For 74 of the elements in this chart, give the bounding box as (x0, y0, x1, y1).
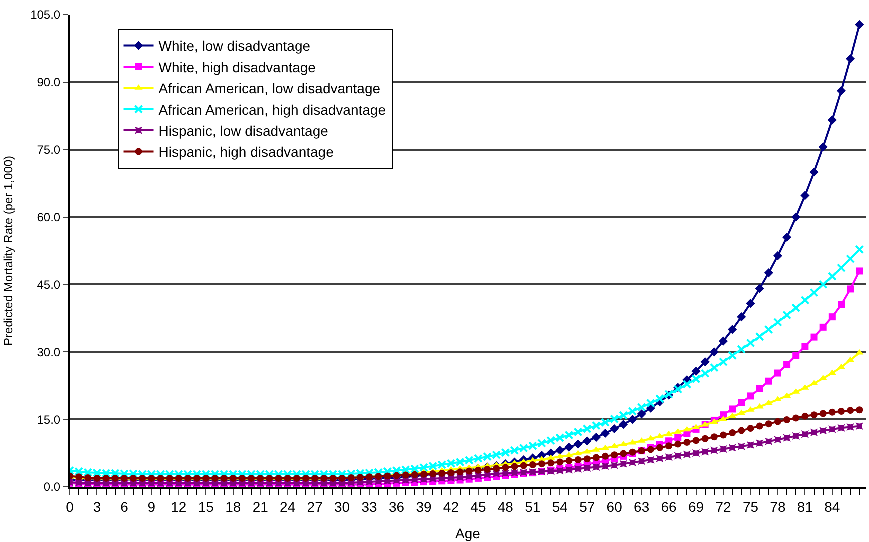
y-tick-label: 45.0 (37, 278, 61, 292)
x-tick-label: 39 (416, 498, 432, 515)
point (818, 142, 828, 152)
point (718, 336, 728, 346)
x-tick-label: 81 (797, 498, 814, 515)
x-tick-label: 36 (388, 498, 405, 515)
y-tick-label: 15.0 (37, 412, 61, 427)
point (846, 54, 856, 64)
y-tick-label: 90.0 (37, 76, 61, 90)
point (810, 168, 819, 177)
x-tick-label: 84 (824, 498, 840, 515)
y-tick-label: 75.0 (37, 143, 61, 158)
point (855, 20, 864, 30)
point (737, 312, 746, 322)
point (600, 428, 610, 438)
x-tick-label: 27 (307, 498, 324, 515)
point (582, 436, 592, 446)
x-tick-label: 69 (688, 498, 704, 515)
point (564, 442, 574, 452)
x-tick-label: 54 (552, 498, 568, 515)
point (619, 420, 628, 430)
x-tick-label: 78 (770, 498, 786, 515)
x-tick-label: 60 (606, 498, 623, 515)
point (637, 410, 646, 419)
point (836, 86, 846, 96)
y-tick-label: 105.0 (30, 8, 61, 22)
point (574, 440, 583, 449)
x-tick-label: 6 (120, 498, 129, 515)
point (692, 366, 701, 376)
x-tick-label: 42 (443, 498, 460, 515)
point (755, 284, 764, 294)
y-tick-label: 0.0 (44, 480, 61, 494)
x-tick-label: 45 (470, 498, 486, 515)
x-tick-label: 30 (334, 498, 350, 515)
point (800, 191, 810, 200)
x-tick-label: 51 (525, 498, 541, 515)
x-tick-label: 63 (634, 498, 650, 515)
x-tick-label: 18 (226, 498, 242, 515)
point (828, 116, 837, 125)
legend-label: African American, high disadvantage (158, 102, 386, 118)
legend-label: Hispanic, high disadvantage (158, 144, 334, 160)
x-tick-label: 48 (498, 498, 514, 515)
legend-label: White, high disadvantage (158, 59, 316, 76)
y-tick-label: 60.0 (37, 210, 61, 224)
x-tick-label: 15 (198, 498, 214, 515)
legend-label: African American, low disadvantage (158, 80, 381, 97)
point (710, 348, 719, 357)
point (764, 268, 774, 278)
x-tick-label: 75 (742, 498, 759, 515)
x-tick-label: 24 (280, 498, 296, 515)
x-tick-label: 72 (716, 498, 732, 515)
y-tick-label: 30.0 (37, 345, 61, 360)
point (746, 299, 756, 308)
x-tick-label: 57 (580, 498, 596, 515)
point (610, 424, 620, 434)
point (782, 232, 792, 242)
legend-label: White, low disadvantage (158, 38, 311, 54)
point (628, 415, 638, 424)
x-tick-label: 3 (93, 498, 102, 515)
x-tick-label: 9 (148, 498, 156, 515)
point (792, 212, 801, 222)
point (728, 325, 738, 334)
x-tick-label: 33 (362, 498, 378, 515)
x-tick-label: 12 (171, 498, 187, 515)
x-tick-label: 0 (66, 498, 74, 515)
x-tick-label: 66 (661, 498, 678, 515)
y-axis-title: Predicted Mortality Rate (per 1,000) (1, 156, 16, 346)
point (700, 357, 710, 367)
point (592, 433, 601, 442)
point (773, 251, 783, 260)
x-axis-title: Age (456, 526, 481, 542)
x-tick-label: 21 (252, 498, 269, 515)
point (556, 446, 565, 456)
legend-label: Hispanic, low disadvantage (158, 123, 329, 140)
